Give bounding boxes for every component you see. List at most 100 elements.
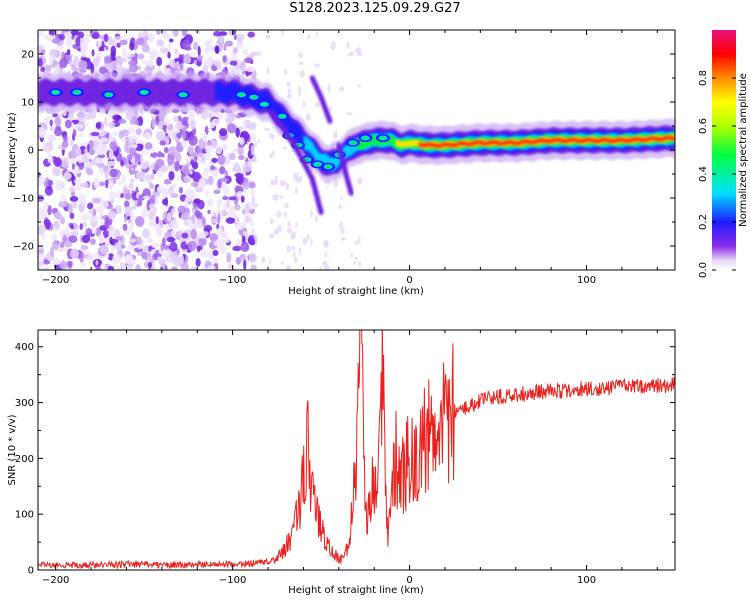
noise-blob (164, 146, 169, 154)
noise-blob (69, 196, 79, 202)
noise-blob (84, 148, 88, 154)
noise-blob (185, 194, 193, 202)
noise-blob (188, 135, 198, 146)
noise-blob (67, 203, 73, 214)
noise-blob (54, 179, 64, 191)
noise-blob (357, 51, 362, 57)
noise-blob (129, 211, 135, 221)
noise-blob (174, 161, 180, 172)
noise-blob (70, 248, 80, 260)
noise-blob (291, 231, 297, 239)
noise-blob (192, 223, 202, 229)
noise-blob (79, 234, 83, 243)
noise-blob (119, 261, 125, 270)
noise-blob (327, 84, 331, 92)
snr-ticks: −200 −100 0 100 0 100 200 300 400 (15, 330, 675, 586)
noise-blob (242, 49, 249, 56)
noise-blob (181, 140, 188, 148)
noise-blob (339, 221, 343, 229)
noise-blob (235, 256, 242, 265)
colorbar-ticks: 0.0 0.2 0.4 0.6 0.8 (698, 70, 736, 278)
noise-blob (149, 202, 156, 211)
noise-blob (299, 70, 305, 78)
noise-blob (124, 206, 133, 217)
noise-blob (62, 234, 68, 244)
noise-blob (44, 64, 52, 72)
noise-blob (51, 37, 61, 44)
noise-blob (217, 213, 221, 225)
noise-blob (96, 147, 106, 155)
noise-blob (137, 53, 145, 60)
snr-y-label: SNR (10 * v/v) (7, 414, 18, 485)
noise-blob (63, 200, 69, 208)
ridge-blob (261, 103, 267, 106)
noise-blob (108, 121, 115, 129)
noise-blob (99, 66, 107, 74)
noise-blob (232, 148, 238, 153)
noise-blob (78, 60, 88, 71)
noise-blob (215, 146, 223, 155)
noise-blob (178, 54, 183, 65)
noise-blob (156, 56, 163, 67)
noise-blob (222, 195, 229, 201)
noise-blob (86, 253, 95, 264)
noise-blob (119, 193, 124, 199)
noise-blob (68, 59, 73, 67)
noise-blob (98, 233, 105, 244)
noise-blob (310, 238, 313, 246)
noise-blob (219, 209, 224, 220)
noise-blob (202, 216, 206, 226)
noise-blob (285, 182, 290, 191)
noise-blob (151, 242, 160, 249)
noise-blob (54, 222, 61, 229)
noise-blob (162, 237, 166, 247)
noise-blob (66, 48, 71, 56)
noise-blob (222, 210, 231, 216)
noise-blob (160, 165, 169, 173)
noise-blob (81, 234, 91, 244)
noise-blob (53, 157, 62, 167)
noise-blob (95, 227, 102, 237)
noise-blob (168, 171, 175, 181)
snr-panel: −200 −100 0 100 0 100 200 300 400 Height of stra… (7, 329, 676, 596)
noise-blob (314, 215, 318, 223)
noise-blob (198, 237, 207, 246)
noise-blob (216, 223, 220, 230)
noise-blob (168, 38, 174, 43)
noise-blob (185, 156, 192, 163)
noise-blob (292, 251, 296, 258)
noise-blob (194, 210, 201, 218)
noise-blob (207, 265, 216, 270)
noise-blob (146, 64, 156, 71)
noise-blob (209, 232, 218, 242)
noise-blob (116, 42, 121, 48)
noise-blob (237, 147, 244, 156)
noise-blob (240, 195, 245, 203)
noise-blob (90, 63, 95, 74)
noise-blob (249, 51, 258, 57)
colorbar-tick-label: 0.0 (698, 262, 709, 278)
snr-x-tick-label: −200 (42, 575, 69, 586)
noise-blob (213, 30, 222, 37)
noise-blob (69, 140, 74, 147)
noise-blob (107, 265, 115, 270)
noise-blob (264, 127, 270, 132)
ridge-blob (325, 165, 331, 169)
noise-blob (248, 181, 256, 189)
noise-blob (329, 106, 333, 111)
noise-blob (233, 162, 241, 173)
noise-blob (282, 146, 288, 150)
noise-blob (207, 209, 211, 215)
noise-blob (196, 245, 201, 253)
ridge-blob (180, 93, 186, 97)
noise-blob (244, 203, 250, 215)
noise-blob (241, 64, 246, 71)
noise-blob (109, 168, 118, 178)
noise-blob (167, 51, 171, 59)
noise-blob (131, 164, 137, 169)
noise-blob (114, 242, 122, 251)
spectrogram-x-tick-label: 100 (577, 275, 596, 286)
noise-blob (151, 117, 156, 128)
noise-blob (235, 174, 245, 185)
noise-blob (297, 85, 301, 93)
